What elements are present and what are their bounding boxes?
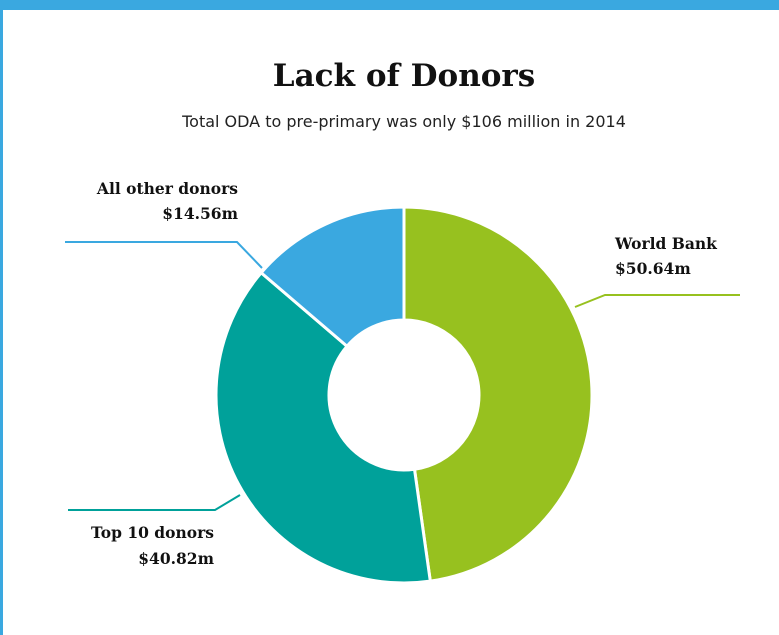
left-border xyxy=(0,0,3,635)
top-bar xyxy=(0,0,779,10)
donut-slice xyxy=(214,270,433,585)
slice-label: World Bank xyxy=(614,234,717,253)
leader-line xyxy=(574,294,740,308)
slice-value-label: $40.82m xyxy=(138,549,214,568)
donut-slice xyxy=(402,205,594,583)
chart-subtitle: Total ODA to pre-primary was only $106 m… xyxy=(181,112,626,131)
slice-value-label: $50.64m xyxy=(615,259,691,278)
donut-slice xyxy=(259,205,406,349)
leader-line xyxy=(65,241,263,269)
leader-line xyxy=(68,494,241,511)
slice-value-label: $14.56m xyxy=(162,204,238,223)
chart-title: Lack of Donors xyxy=(273,58,535,94)
slice-label: Top 10 donors xyxy=(91,523,214,542)
slice-label: All other donors xyxy=(96,179,238,198)
